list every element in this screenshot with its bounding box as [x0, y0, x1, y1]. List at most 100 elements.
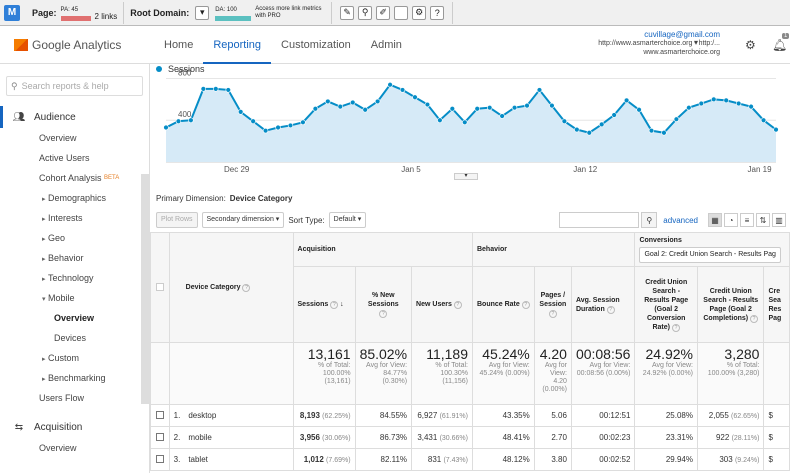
x-tick-label: Jan 12 — [573, 165, 598, 174]
sidebar-item-behavior[interactable]: ▸ Behavior — [0, 248, 149, 268]
sidebar-item-acq-overview[interactable]: Overview — [39, 443, 77, 453]
secondary-dimension-select[interactable]: Secondary dimension ▾ — [201, 212, 285, 228]
data-point — [611, 112, 617, 118]
ga-logo[interactable]: Google Analytics — [0, 38, 140, 52]
total-new-users: 11,189% of Total: 100.30% (11,156) — [411, 342, 473, 405]
sidebar-item-interests[interactable]: ▸ Interests — [0, 208, 149, 228]
sidebar-section-acquisition[interactable]: ⇆ Acquisition — [0, 416, 149, 438]
primary-dim-value[interactable]: Device Category — [229, 194, 293, 203]
row-new-users: 6,927 (61.91%) — [411, 404, 473, 427]
help-icon[interactable]: ? — [521, 300, 530, 309]
cell-value: 2,055 — [708, 411, 729, 420]
data-point — [462, 119, 468, 126]
help-icon[interactable]: ? — [330, 300, 339, 309]
col-goal-value[interactable]: Cre Sea Res Pag — [763, 266, 790, 343]
pro-note[interactable]: Access more link metrics with PRO — [255, 5, 322, 19]
help-icon[interactable]: ? — [750, 314, 759, 323]
col-avg-duration[interactable]: Avg. Session Duration ? — [570, 266, 636, 343]
row-sessions: 8,193 (62.25%) — [292, 404, 356, 427]
account-view: www.asmarterchoice.org — [643, 49, 720, 56]
select-all-checkbox[interactable] — [155, 282, 164, 291]
device-link[interactable]: tablet — [188, 455, 208, 464]
gear-icon[interactable]: ⚙ — [745, 38, 756, 52]
gear-icon[interactable]: ⚙ — [412, 5, 427, 20]
sidebar-item-custom[interactable]: ▸ Custom — [0, 348, 149, 368]
chart-expand-handle[interactable]: ▾ — [454, 173, 478, 180]
col-pages-session[interactable]: Pages / Session? — [533, 266, 572, 343]
col-device-category[interactable]: Device Category ? — [168, 232, 294, 343]
total-conversion-rate: 24.92% Avg for View: 24.92% (0.00%) — [634, 342, 698, 405]
search-icon[interactable]: ⚲ — [641, 212, 658, 228]
search-reports-input[interactable]: ⚲ Search reports & help — [6, 76, 143, 96]
sort-type-label: Sort Type: — [288, 215, 325, 225]
sidebar-item-users-flow[interactable]: Users Flow — [39, 393, 85, 403]
help-icon[interactable]: ? — [548, 310, 557, 318]
pivot-view-icon[interactable]: ▥ — [772, 213, 786, 227]
performance-view-icon[interactable]: ≡ — [740, 213, 754, 227]
sidebar-item-benchmarking[interactable]: ▸ Benchmarking — [0, 368, 149, 388]
table-view-icon[interactable]: ▦ — [708, 213, 722, 227]
dropdown-icon[interactable]: ▾ — [195, 5, 210, 20]
help-icon[interactable]: ? — [453, 300, 462, 309]
plot-rows-button[interactable]: Plot Rows — [156, 212, 198, 228]
device-link[interactable]: desktop — [188, 411, 217, 420]
col-completions[interactable]: Credit Union Search - Results Page (Goal… — [696, 266, 765, 343]
sidebar-item-mobile-overview[interactable]: Overview — [54, 313, 95, 323]
data-point — [399, 87, 406, 93]
caret-right-icon: ▸ — [42, 376, 46, 383]
pie-view-icon[interactable]: ◔ — [724, 213, 738, 227]
col-new-sessions[interactable]: % New Sessions? — [354, 266, 413, 343]
row-goal-value: $ — [763, 404, 790, 427]
sidebar-item-technology[interactable]: ▸ Technology — [0, 268, 149, 288]
advanced-filter-link[interactable]: advanced — [663, 215, 698, 225]
moz-logo-icon[interactable]: M — [4, 4, 20, 21]
sidebar-item-geo[interactable]: ▸ Geo — [0, 228, 149, 248]
row-conversion-rate: 23.31% — [634, 426, 698, 449]
sidebar-item-demographics[interactable]: ▸ Demographics — [0, 188, 149, 208]
tab-home[interactable]: Home — [164, 38, 194, 51]
col-sessions[interactable]: Sessions ? ↓ — [292, 266, 356, 343]
header-label: Avg. Session Duration — [575, 296, 620, 313]
pencil-icon[interactable]: ✐ — [376, 5, 391, 20]
data-point — [225, 87, 231, 93]
table-row[interactable]: 1. desktop 8,193 (62.25%) 84.55% 6,927 (61.9… — [150, 404, 790, 427]
col-new-users[interactable]: New Users ? — [411, 266, 473, 343]
bell-icon[interactable]: 🔔︎ — [772, 38, 788, 52]
help-icon[interactable]: ? — [242, 283, 251, 292]
sidebar-item-mobile[interactable]: ▾ Mobile — [0, 288, 149, 308]
row-checkbox[interactable] — [155, 454, 164, 463]
row-checkbox[interactable] — [155, 410, 164, 419]
tab-reporting[interactable]: Reporting — [203, 26, 272, 64]
table-search-input[interactable] — [559, 212, 640, 228]
row-checkbox[interactable] — [155, 432, 164, 441]
sidebar-item-active-users[interactable]: Active Users — [39, 153, 90, 163]
sidebar-scrollbar[interactable] — [141, 174, 149, 404]
col-bounce-rate[interactable]: Bounce Rate ? — [471, 266, 535, 343]
account-switcher[interactable]: cuvillage@gmail.com http://www.asmarterc… — [598, 30, 720, 57]
col-conversion-rate[interactable]: Credit Union Search - Results Page (Goal… — [634, 266, 698, 343]
search-icon[interactable]: ⚲ — [358, 5, 373, 20]
wrench-icon[interactable]: ✎ — [340, 5, 355, 20]
help-icon[interactable]: ? — [671, 323, 680, 332]
help-icon[interactable]: ? — [606, 305, 615, 314]
tab-customization[interactable]: Customization — [281, 38, 351, 51]
sidebar-item-cohort[interactable]: Cohort Analysis BETA — [0, 168, 149, 188]
data-point — [636, 107, 642, 113]
goal-select[interactable]: Goal 2: Credit Union Search - Results Pa… — [639, 246, 781, 263]
help-icon[interactable]: ? — [430, 5, 445, 20]
table-row[interactable]: 3. tablet 1,012 (7.69%) 82.11% 831 (7.43%) 48… — [150, 448, 790, 471]
sort-type-select[interactable]: Default ▾ — [328, 212, 367, 228]
sidebar-section-audience[interactable]: 👥︎ Audience — [0, 106, 149, 128]
sidebar-item-overview[interactable]: Overview — [39, 133, 77, 143]
row-checkbox-cell — [150, 404, 170, 427]
help-icon[interactable]: ? — [379, 310, 388, 318]
device-link[interactable]: mobile — [188, 433, 212, 442]
row-goal-value: $ — [763, 426, 790, 449]
select-all-cell — [150, 232, 170, 343]
sidebar-item-devices[interactable]: Devices — [54, 333, 87, 343]
table-row[interactable]: 2. mobile 3,956 (30.06%) 86.73% 3,431 (30.66… — [150, 426, 790, 449]
tab-admin[interactable]: Admin — [370, 38, 402, 51]
comparison-view-icon[interactable]: ⇅ — [756, 213, 770, 227]
account-dropdown-icon[interactable]: ▾ — [694, 38, 699, 47]
box-icon[interactable] — [394, 5, 409, 20]
